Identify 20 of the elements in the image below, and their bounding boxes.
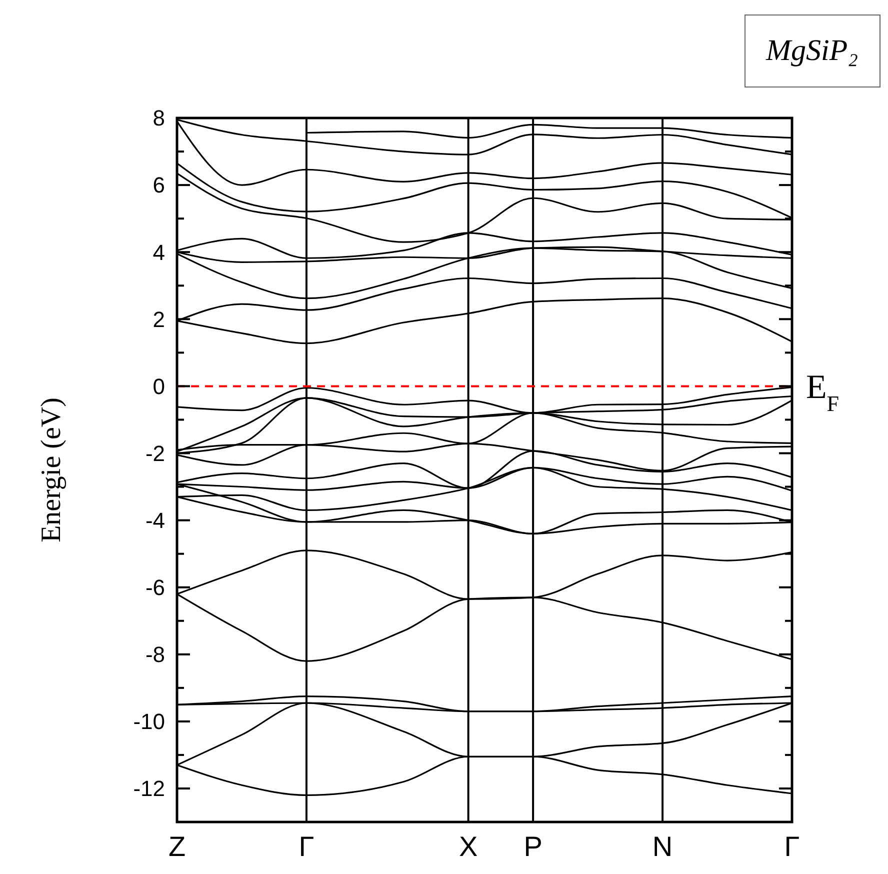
y-tick-label: 0 xyxy=(152,374,165,399)
y-tick-label: 4 xyxy=(152,240,165,265)
y-axis-title: Energie (eV) xyxy=(36,398,67,542)
x-tick-label: Γ xyxy=(784,831,800,862)
y-tick-label: -10 xyxy=(133,709,165,734)
x-tick-label: N xyxy=(652,831,673,862)
y-tick-label: 6 xyxy=(152,172,165,198)
y-tick-label: -12 xyxy=(133,776,165,802)
x-tick-label: Γ xyxy=(298,831,314,862)
y-tick-label: -4 xyxy=(145,508,165,533)
chart-title: MgSiP₂ xyxy=(764,34,858,67)
x-tick-label: P xyxy=(524,831,542,862)
y-tick-label: -8 xyxy=(145,642,165,668)
ref-line-label: E$_{F}$ xyxy=(806,369,840,416)
x-tick-label: X xyxy=(458,831,478,862)
y-tick-label: 2 xyxy=(152,306,165,332)
y-tick-label: -6 xyxy=(145,575,165,600)
y-tick-label: -2 xyxy=(145,440,165,466)
y-tick-label: 8 xyxy=(152,106,165,131)
x-tick-label: Z xyxy=(168,831,186,862)
